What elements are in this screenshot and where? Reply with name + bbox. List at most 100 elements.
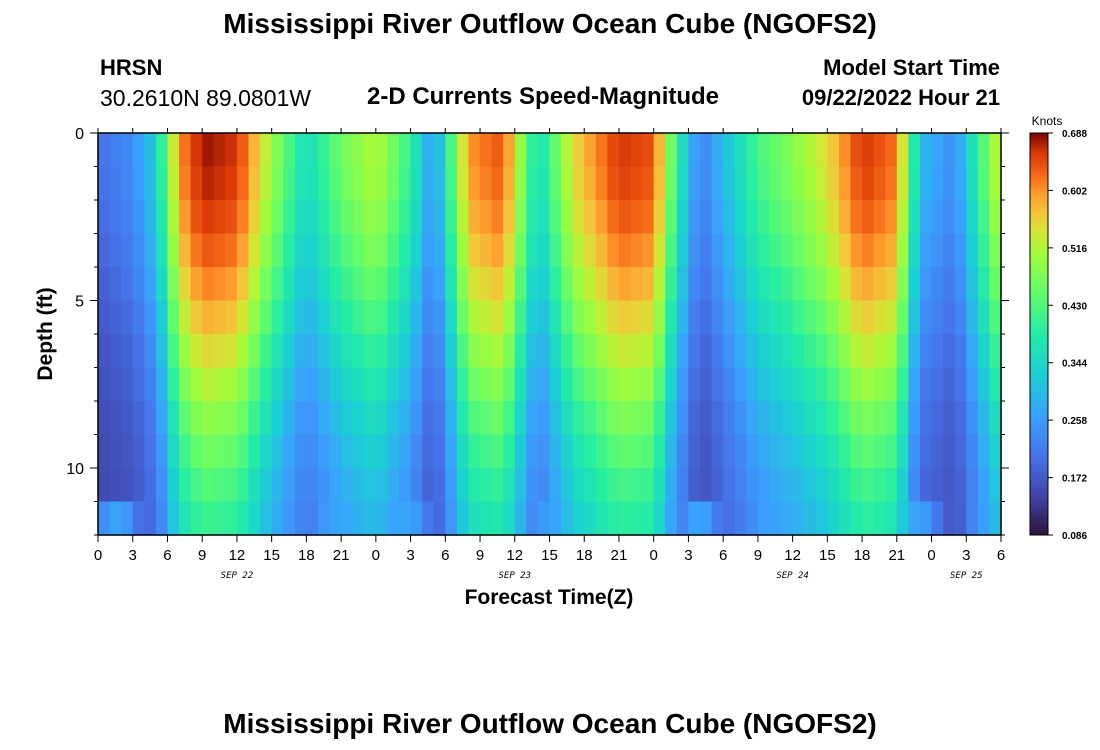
- heatmap-cell: [653, 300, 666, 335]
- heatmap-cell: [746, 367, 759, 402]
- heatmap-cell: [132, 434, 145, 469]
- heatmap-cell: [225, 434, 238, 469]
- heatmap-cell: [179, 166, 192, 201]
- heatmap-cell: [792, 401, 805, 436]
- heatmap-cell: [885, 300, 898, 335]
- heatmap-cell: [225, 300, 238, 335]
- x-tick-label: 21: [888, 547, 905, 564]
- heatmap-cell: [804, 367, 817, 402]
- heatmap-cell: [838, 300, 852, 335]
- heatmap-cell: [862, 300, 875, 335]
- heatmap-cell: [433, 267, 446, 302]
- x-tick-label: 15: [541, 547, 558, 564]
- heatmap-cell: [595, 501, 608, 536]
- heatmap-cell: [618, 434, 632, 469]
- heatmap-cell: [422, 166, 435, 201]
- heatmap-cell: [526, 267, 539, 302]
- heatmap-cell: [410, 233, 423, 268]
- heatmap-cell: [977, 133, 991, 168]
- heatmap-cell: [109, 133, 122, 168]
- heatmap-cell: [98, 233, 111, 268]
- heatmap-cell: [422, 434, 435, 469]
- heatmap-cell: [700, 300, 713, 335]
- heatmap-cell: [144, 166, 157, 201]
- heatmap-cell: [769, 166, 782, 201]
- heatmap-cell: [352, 267, 365, 302]
- heatmap-cell: [838, 166, 852, 201]
- heatmap-cell: [526, 401, 539, 436]
- heatmap-cell: [190, 468, 203, 503]
- heatmap-cell: [271, 233, 284, 268]
- heatmap-cell: [399, 300, 412, 335]
- heatmap-cell: [989, 200, 1002, 235]
- heatmap-cell: [989, 267, 1002, 302]
- x-tick-label: 15: [819, 547, 836, 564]
- heatmap-cell: [653, 133, 666, 168]
- heatmap-cell: [931, 468, 944, 503]
- heatmap-cell: [804, 133, 817, 168]
- heatmap-cell: [410, 501, 423, 536]
- heatmap-cell: [445, 367, 458, 402]
- heatmap-cell: [804, 200, 817, 235]
- heatmap-cell: [966, 267, 979, 302]
- heatmap-cell: [850, 233, 863, 268]
- heatmap-cell: [943, 200, 956, 235]
- heatmap-cell: [804, 434, 817, 469]
- heatmap-cell: [792, 267, 805, 302]
- heatmap-cell: [364, 334, 377, 369]
- heatmap-cell: [422, 233, 435, 268]
- date-label: SEP 22: [221, 571, 254, 581]
- model-start-value: 09/22/2022 Hour 21: [801, 85, 1000, 110]
- heatmap-cell: [468, 233, 481, 268]
- heatmap-cell: [155, 401, 169, 436]
- heatmap-cell: [769, 200, 782, 235]
- heatmap-cell: [549, 133, 562, 168]
- heatmap-cell: [526, 166, 539, 201]
- heatmap-cell: [954, 334, 967, 369]
- heatmap-cell: [757, 501, 771, 536]
- heatmap-cell: [572, 300, 585, 335]
- heatmap-cell: [98, 267, 111, 302]
- heatmap-cell: [630, 267, 643, 302]
- heatmap-cell: [271, 367, 284, 402]
- heatmap-cell: [225, 133, 238, 168]
- heatmap-cell: [480, 200, 493, 235]
- heatmap-cell: [989, 501, 1002, 536]
- heatmap-cell: [781, 334, 794, 369]
- heatmap-cell: [144, 468, 157, 503]
- colorbar-tick-label: 0.516: [1062, 244, 1087, 255]
- heatmap-cell: [480, 334, 493, 369]
- heatmap-cell: [537, 166, 551, 201]
- heatmap-cell: [109, 434, 122, 469]
- heatmap-cell: [688, 401, 701, 436]
- heatmap-cell: [179, 367, 192, 402]
- heatmap-cell: [827, 200, 840, 235]
- heatmap-cell: [838, 401, 852, 436]
- heatmap-cell: [919, 300, 933, 335]
- heatmap-cell: [514, 367, 527, 402]
- heatmap-cell: [723, 367, 736, 402]
- heatmap-cell: [746, 434, 759, 469]
- heatmap-cell: [896, 300, 909, 335]
- heatmap-cell: [422, 468, 435, 503]
- heatmap-cell: [190, 200, 203, 235]
- heatmap-cell: [121, 401, 134, 436]
- heatmap-cell: [827, 334, 840, 369]
- heatmap-cell: [202, 468, 215, 503]
- heatmap-cell: [399, 166, 412, 201]
- heatmap-cell: [827, 468, 840, 503]
- heatmap-cell: [179, 468, 192, 503]
- heatmap-cell: [480, 367, 493, 402]
- heatmap-cell: [456, 468, 470, 503]
- heatmap-cell: [746, 233, 759, 268]
- heatmap-cell: [98, 133, 111, 168]
- heatmap-cell: [549, 501, 562, 536]
- heatmap-cell: [561, 133, 574, 168]
- heatmap-cell: [202, 334, 215, 369]
- heatmap-cell: [804, 334, 817, 369]
- heatmap-cell: [642, 300, 655, 335]
- heatmap-cell: [665, 133, 678, 168]
- heatmap-cell: [387, 267, 400, 302]
- heatmap-cell: [236, 401, 250, 436]
- heatmap-cell: [642, 501, 655, 536]
